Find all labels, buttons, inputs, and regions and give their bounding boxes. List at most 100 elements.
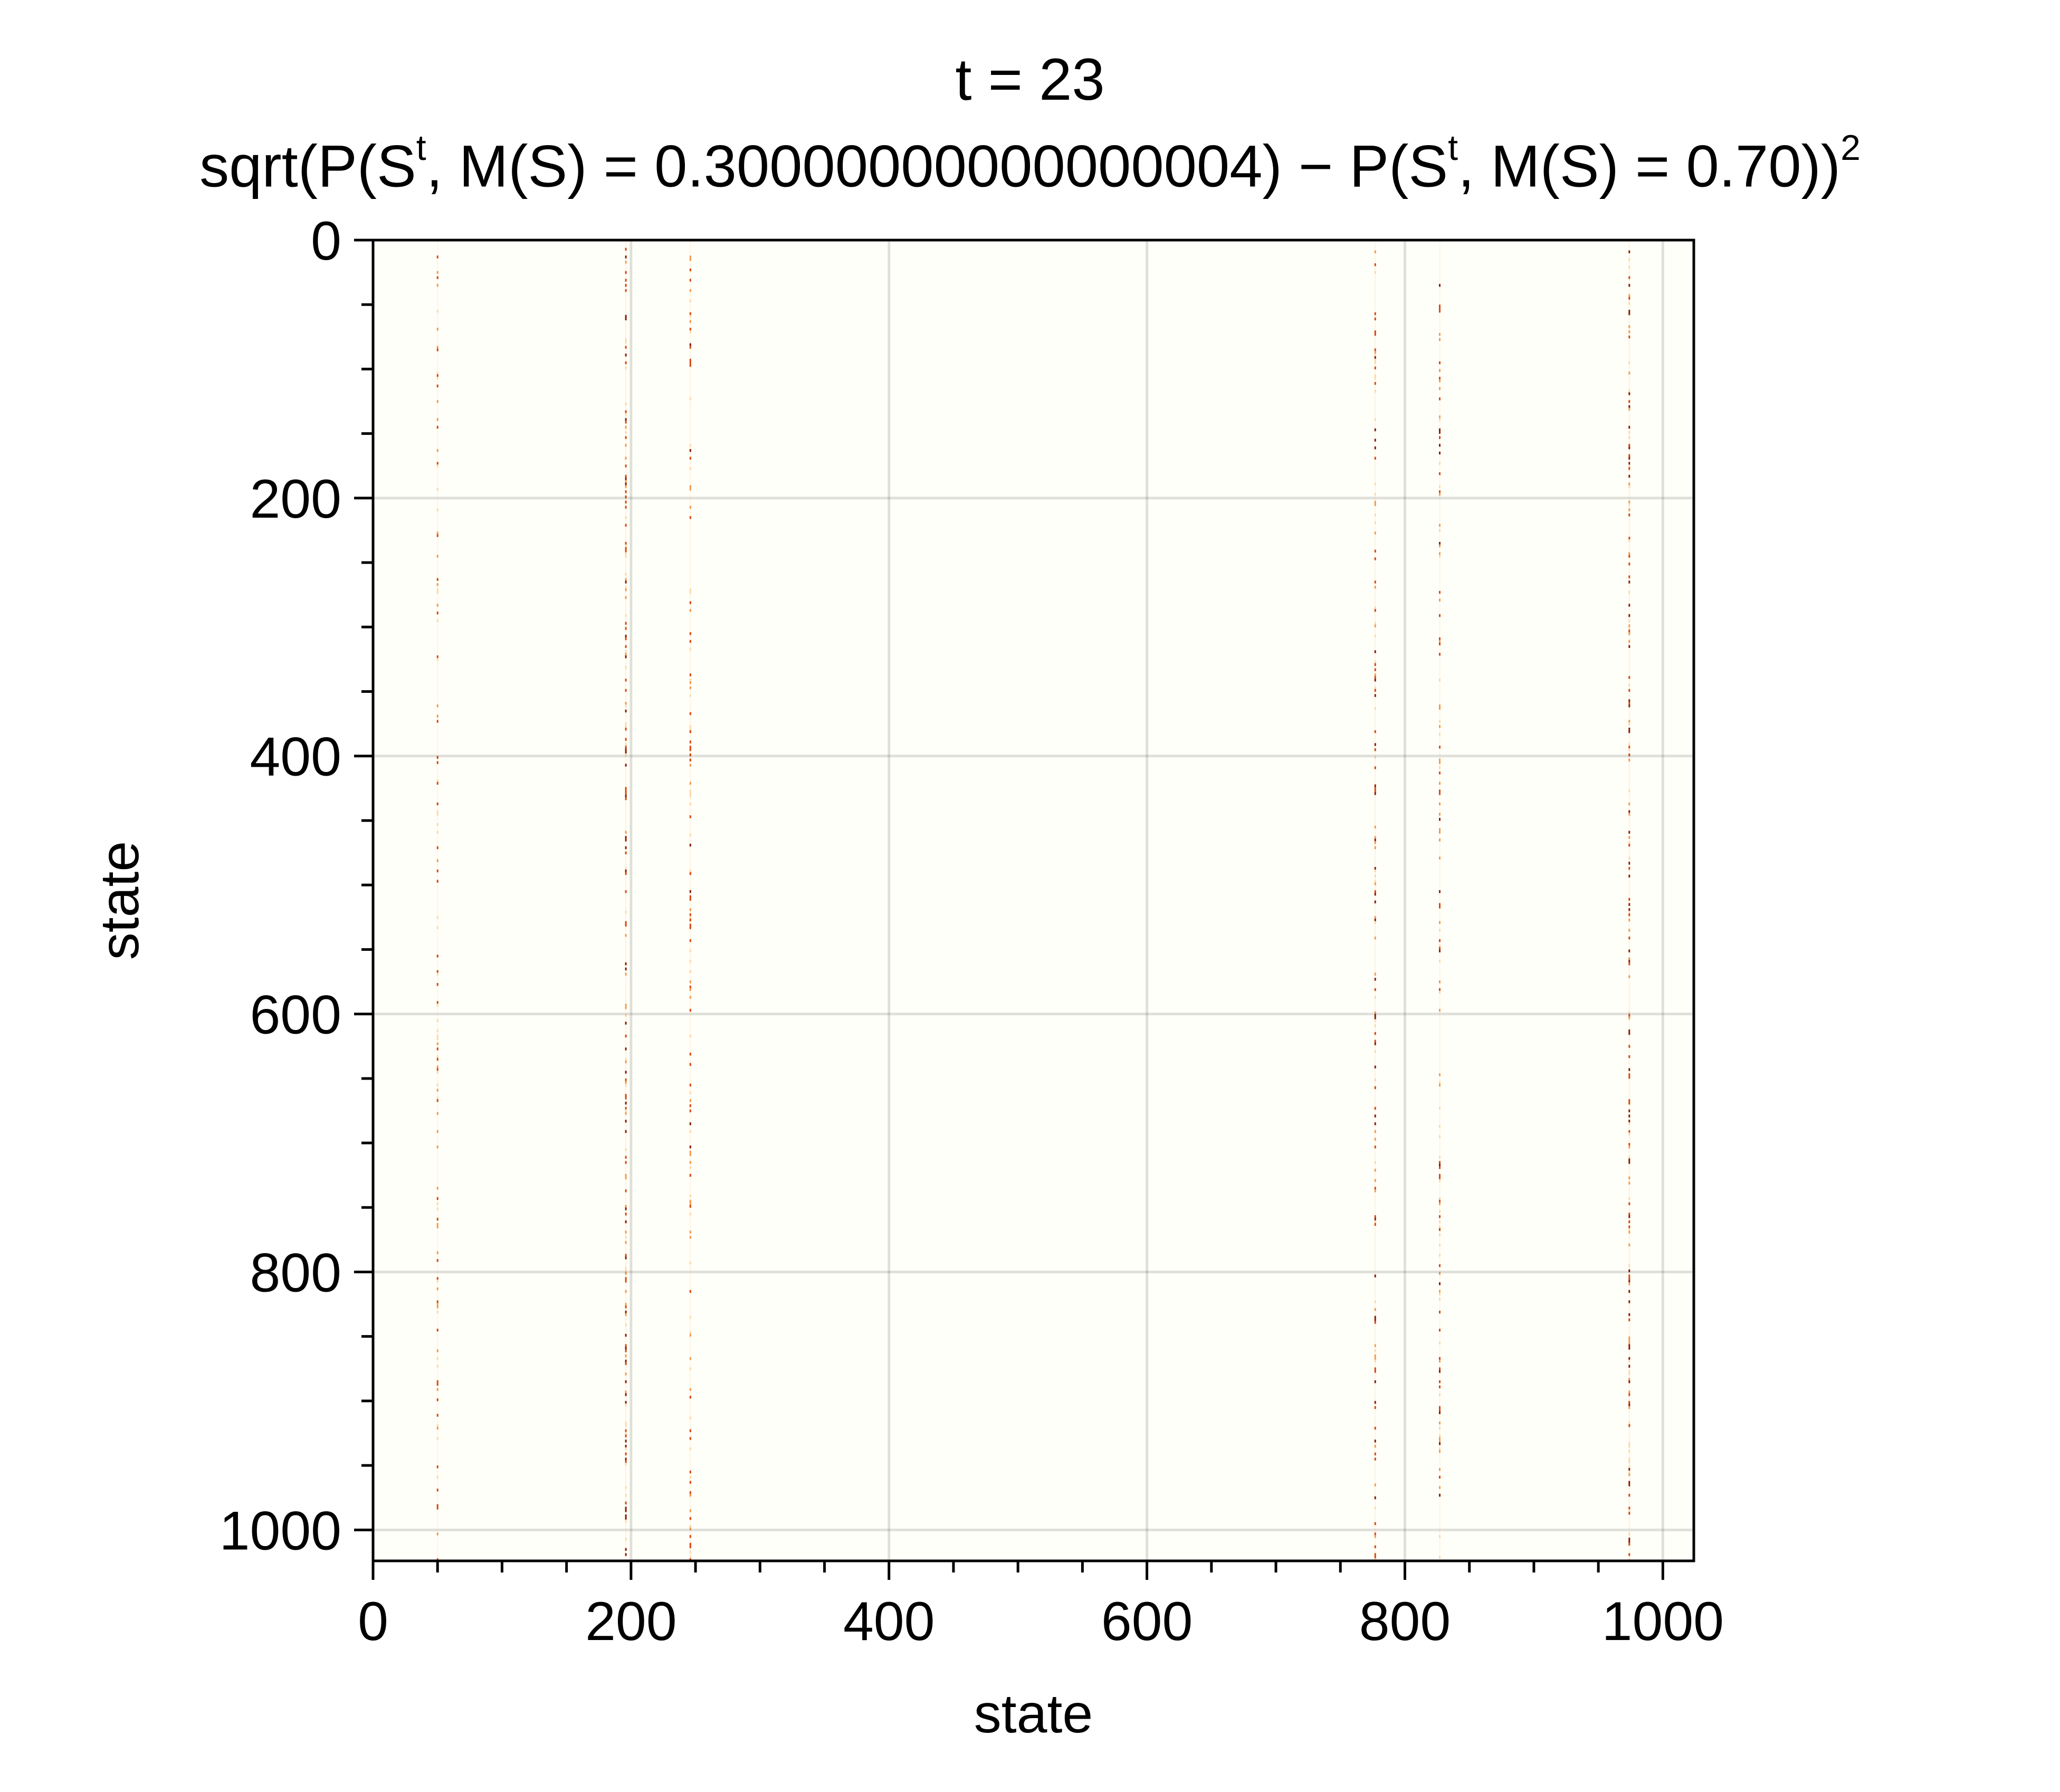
heat-cell: [436, 1034, 438, 1038]
heat-cell: [625, 727, 627, 731]
heat-cell: [625, 1189, 627, 1193]
heat-cell: [1628, 722, 1630, 726]
heat-cell: [1628, 856, 1630, 860]
heat-cell: [689, 959, 691, 963]
heat-cell: [436, 1504, 438, 1507]
heat-cell: [625, 1440, 627, 1443]
heat-cell: [1374, 663, 1376, 666]
heat-cell: [1438, 746, 1441, 749]
heat-cell: [625, 869, 627, 873]
heat-cell: [1374, 1011, 1376, 1015]
heat-cell: [625, 1429, 627, 1433]
heat-cell: [1374, 1496, 1376, 1500]
heat-cell: [1438, 415, 1441, 418]
heat-cell: [1374, 890, 1376, 893]
heat-cell: [1628, 645, 1630, 648]
heat-cell: [1628, 704, 1630, 708]
heat-cell: [436, 425, 438, 429]
heat-cell: [1374, 1349, 1376, 1352]
heat-cell: [1628, 539, 1630, 542]
heat-cell: [436, 1197, 438, 1200]
heat-cell: [625, 1519, 627, 1523]
heat-cell: [689, 1447, 691, 1451]
heat-cell: [625, 890, 627, 893]
heat-cell: [1438, 369, 1441, 372]
heat-cell: [625, 1236, 627, 1239]
heat-cell: [1374, 1107, 1376, 1110]
heat-cell: [1438, 1073, 1441, 1076]
heat-cell: [436, 604, 438, 607]
heat-cell: [1628, 913, 1630, 917]
heat-cell: [625, 271, 627, 274]
heat-cell: [689, 632, 691, 635]
heat-cell: [1374, 1274, 1376, 1278]
heat-cell: [625, 1266, 627, 1270]
heat-cell: [689, 949, 691, 952]
heat-cell: [625, 573, 627, 576]
heat-cell: [1438, 1161, 1441, 1164]
heat-cell: [1628, 1014, 1630, 1017]
heat-cell: [689, 258, 691, 261]
heat-cell: [625, 490, 627, 493]
heat-cell: [689, 1437, 691, 1440]
heat-cell: [1628, 630, 1630, 633]
heat-cell: [1628, 1277, 1630, 1280]
heat-cell: [436, 508, 438, 511]
heat-cell: [1374, 874, 1376, 878]
heat-cell: [1438, 704, 1441, 708]
heat-column: [1374, 240, 1376, 1561]
heat-cell: [1374, 1024, 1376, 1027]
heat-cell: [1374, 428, 1376, 432]
heat-cell: [625, 1344, 627, 1347]
heat-cell: [689, 1290, 691, 1293]
heat-cell: [1628, 485, 1630, 488]
heat-cell: [436, 1202, 438, 1205]
grid-lines: [373, 240, 1694, 1561]
heat-cell: [1628, 1269, 1630, 1272]
heat-cell: [625, 418, 627, 421]
heat-cell: [1438, 1426, 1441, 1430]
heat-cell: [1628, 503, 1630, 507]
heat-cell: [1438, 637, 1441, 641]
heat-cell: [625, 851, 627, 855]
heat-cell: [625, 354, 627, 357]
heat-cell: [1438, 304, 1441, 308]
heat-cell: [1438, 1535, 1441, 1538]
heat-cell: [1438, 838, 1441, 842]
heat-cell: [625, 1460, 627, 1463]
heat-cell: [689, 1213, 691, 1216]
y-tick-label: 200: [250, 469, 341, 530]
heat-cell: [1628, 1202, 1630, 1205]
heat-cell: [1628, 689, 1630, 692]
heat-cell: [1628, 1400, 1630, 1404]
heat-cell: [436, 578, 438, 581]
heat-cell: [1374, 936, 1376, 940]
heat-cell: [625, 934, 627, 937]
heat-cell: [625, 1174, 627, 1177]
heat-cell: [1438, 1468, 1441, 1471]
heat-cell: [689, 916, 691, 919]
heat-cell: [436, 720, 438, 723]
heat-cell: [1628, 590, 1630, 594]
heat-cell: [436, 704, 438, 708]
heat-cell: [625, 1220, 627, 1224]
subtitle-part-2: , M(S) = 0.30000000000000004) − P(S: [426, 133, 1448, 199]
heat-cell: [1628, 831, 1630, 834]
heat-cell: [436, 1068, 438, 1071]
heat-cell: [436, 973, 438, 976]
heat-cell: [689, 815, 691, 818]
heat-cell: [1438, 1233, 1441, 1236]
heat-cell: [1374, 1308, 1376, 1311]
heat-cell: [1438, 1385, 1441, 1388]
heat-cell: [689, 1034, 691, 1038]
heat-cell: [1628, 1075, 1630, 1079]
heat-cell: [1374, 1130, 1376, 1133]
heat-cell: [625, 836, 627, 839]
heat-cell: [1628, 908, 1630, 911]
heat-cell: [436, 1349, 438, 1352]
heat-cell: [1628, 962, 1630, 966]
heat-cell: [1438, 679, 1441, 682]
heat-cell: [436, 1251, 438, 1254]
heat-cell: [625, 1254, 627, 1257]
heat-cell: [436, 1225, 438, 1228]
